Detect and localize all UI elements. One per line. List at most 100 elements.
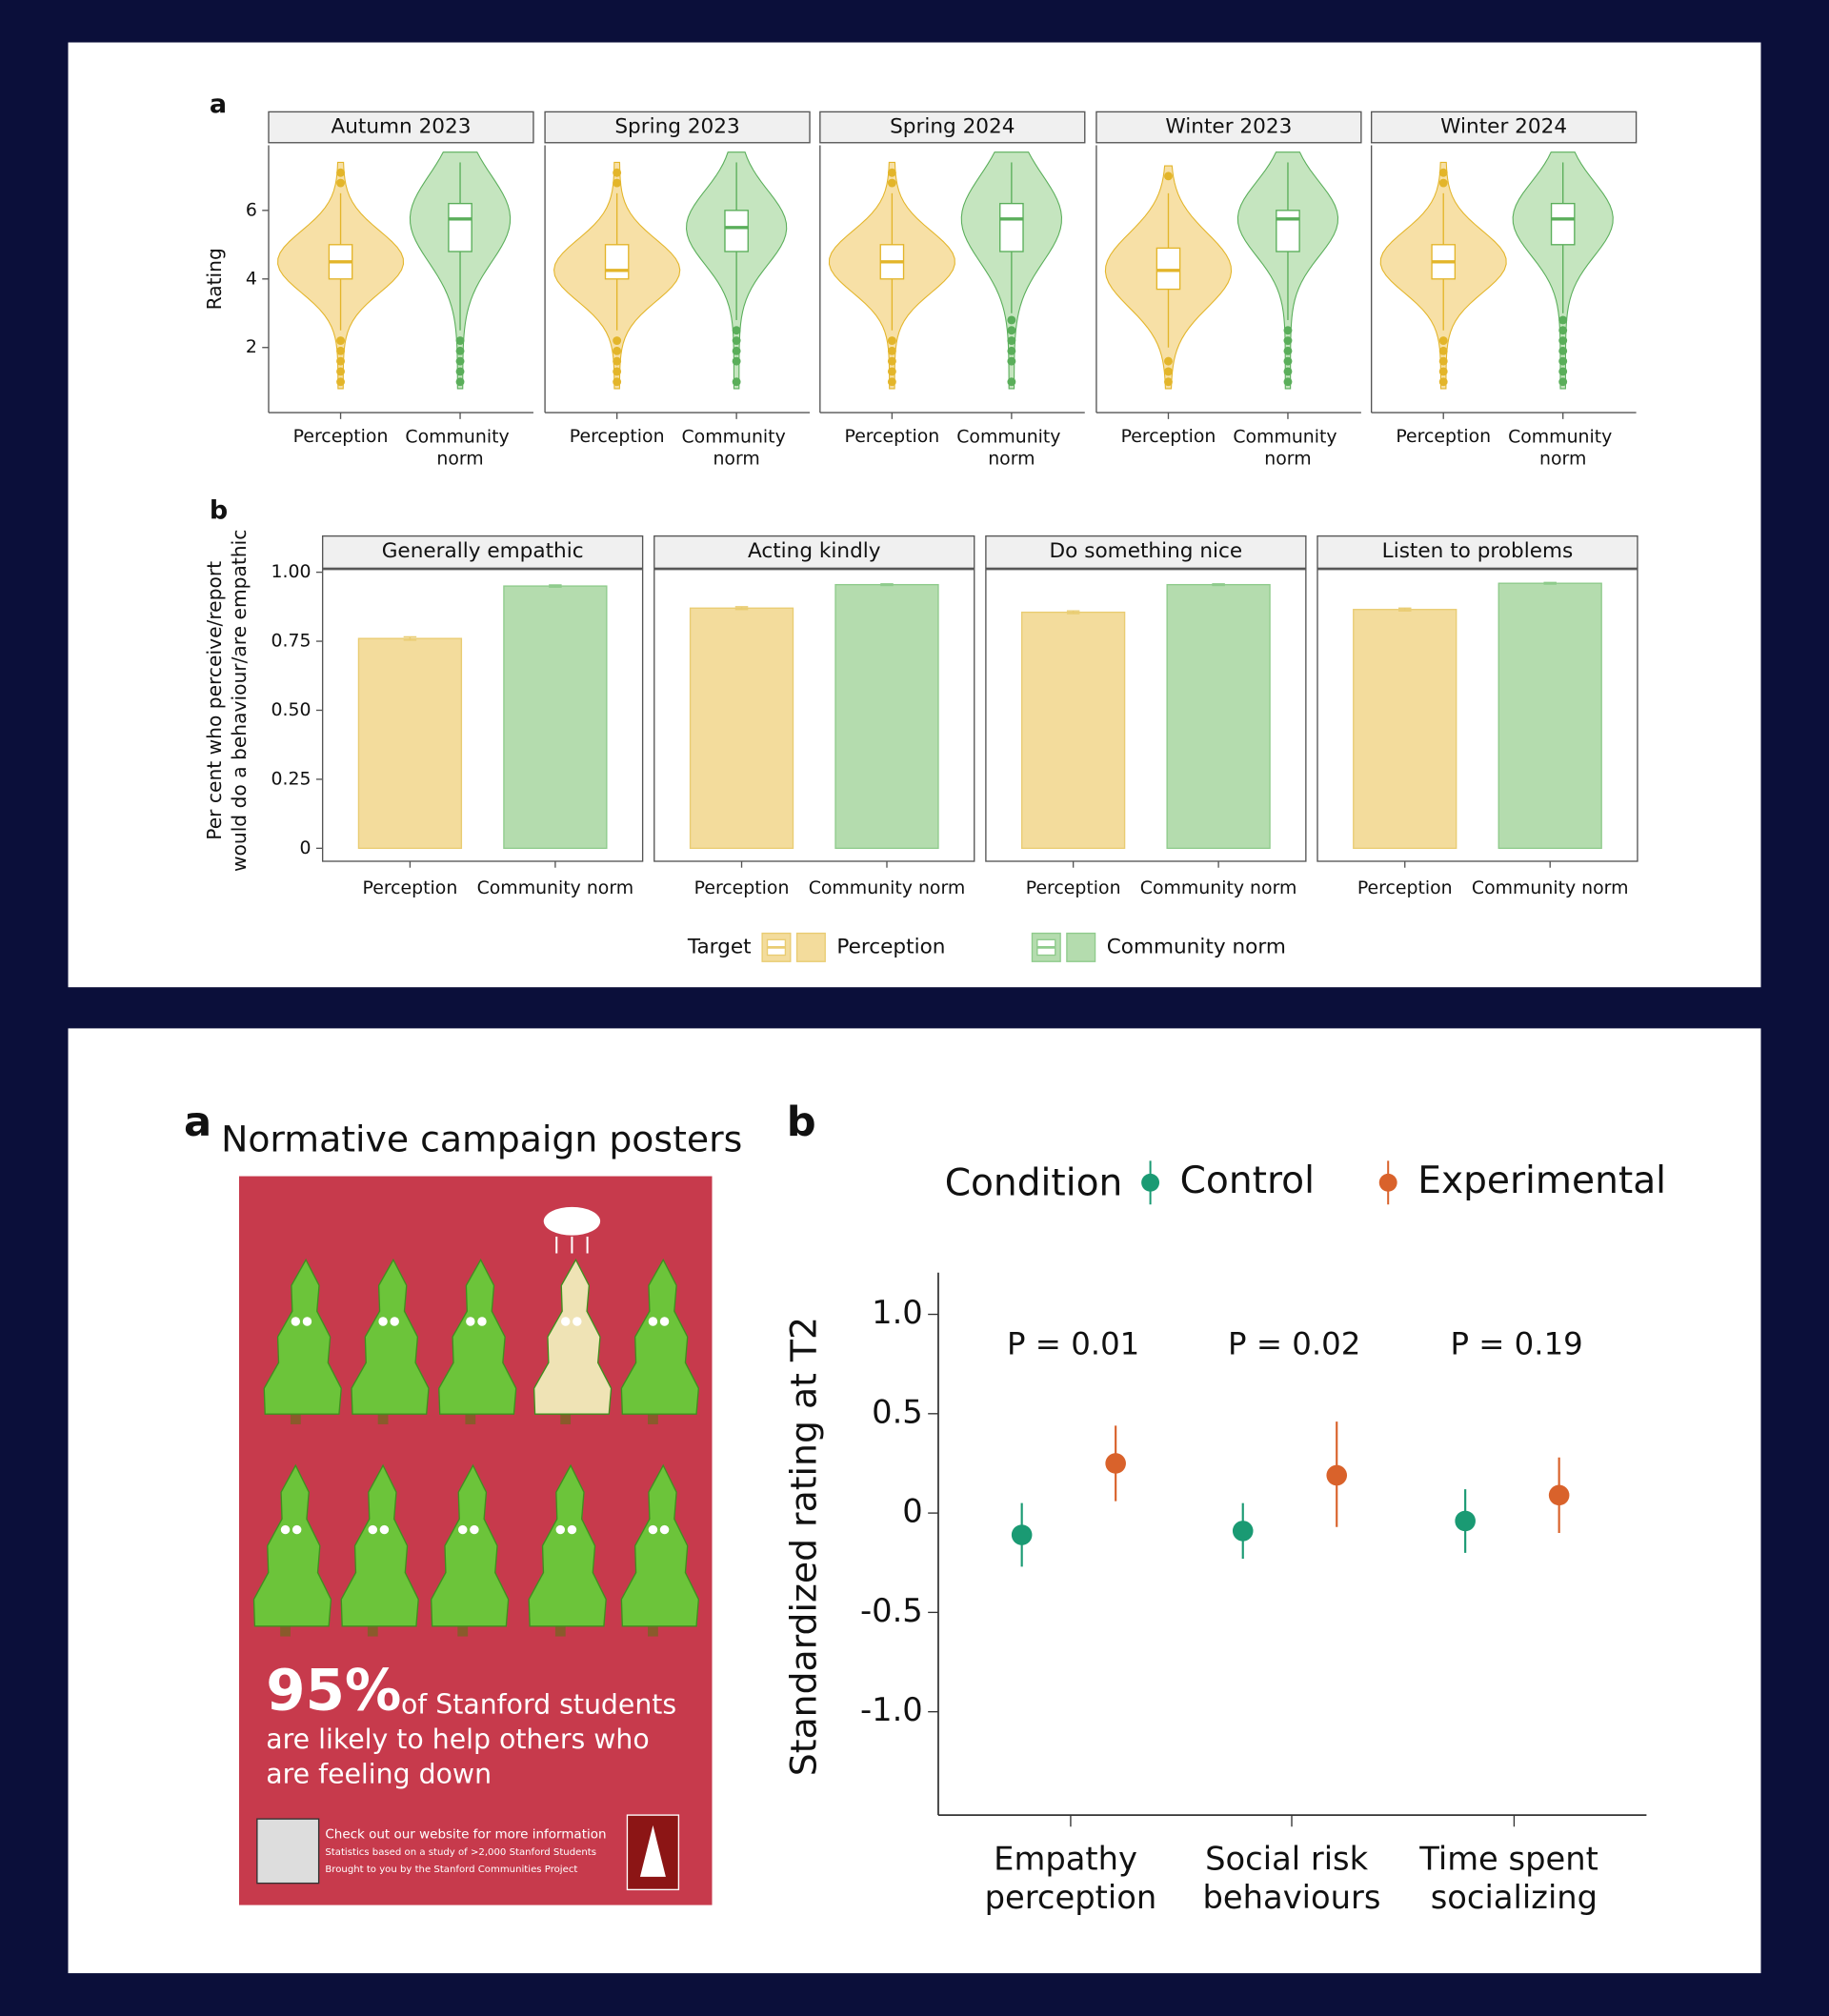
tree-eye xyxy=(368,1524,378,1535)
box xyxy=(1156,247,1181,291)
legend-title: Target xyxy=(687,935,752,958)
y-tick-label: 4 xyxy=(246,268,257,289)
tree xyxy=(438,1258,517,1415)
panel-label: b xyxy=(787,1099,816,1146)
outlier xyxy=(1164,171,1173,181)
outlier xyxy=(1558,367,1568,376)
outlier xyxy=(1007,336,1016,345)
outlier xyxy=(1558,336,1568,345)
outlier xyxy=(336,178,346,188)
outlier xyxy=(336,377,346,387)
x-tick-label: Community norm xyxy=(682,426,792,469)
outlier xyxy=(1438,346,1448,355)
tree-eye xyxy=(659,1524,670,1535)
legend-label: Experimental xyxy=(1417,1159,1666,1202)
y-axis-label: Per cent who perceive/report xyxy=(203,561,226,840)
x-tick-label: Perception xyxy=(293,426,389,447)
x-tick-label: Perception xyxy=(694,877,790,898)
tree-eye xyxy=(470,1524,479,1535)
tree-eye xyxy=(477,1317,487,1326)
plot-frame xyxy=(985,569,1307,862)
tree xyxy=(620,1463,700,1627)
poster-footer: Check out our website for more informati… xyxy=(325,1826,606,1842)
x-tick-label: Community norm xyxy=(477,877,634,898)
outlier xyxy=(1007,377,1016,387)
tree-eye xyxy=(555,1524,566,1535)
outlier xyxy=(887,367,896,376)
y-tick-label: -0.5 xyxy=(860,1592,923,1629)
x-tick-label: Social risk behaviours xyxy=(1203,1840,1381,1915)
outlier xyxy=(1164,367,1173,376)
outlier xyxy=(1283,326,1293,335)
panel-label: a xyxy=(184,1099,211,1146)
x-tick-label: Community norm xyxy=(405,426,514,469)
outlier xyxy=(1164,356,1173,366)
outlier xyxy=(887,356,896,366)
outlier xyxy=(1283,377,1293,387)
outlier xyxy=(887,178,896,188)
point xyxy=(1011,1524,1033,1545)
tree-eye xyxy=(458,1524,468,1535)
y-tick-label: 0 xyxy=(902,1493,922,1530)
tree-eye xyxy=(378,1317,388,1326)
strip xyxy=(653,534,975,570)
outlier xyxy=(336,346,346,355)
outlier xyxy=(1164,377,1173,387)
strip xyxy=(321,534,644,570)
outlier xyxy=(1283,336,1293,345)
legend-label: Perception xyxy=(836,935,945,958)
tree-trunk xyxy=(280,1621,291,1637)
panel-label: b xyxy=(210,495,228,525)
outlier xyxy=(455,346,465,355)
plot-frame xyxy=(653,569,975,862)
outlier xyxy=(1438,356,1448,366)
outlier xyxy=(613,178,622,188)
strip-title: Do something nice xyxy=(1050,539,1243,563)
outlier xyxy=(732,356,741,366)
bar xyxy=(1166,583,1271,850)
tree-eye xyxy=(648,1317,658,1326)
outlier xyxy=(455,367,465,376)
y-tick-label: 0.5 xyxy=(872,1393,923,1430)
annotation: P = 0.01 xyxy=(1007,1326,1139,1362)
y-axis-label: Standardized rating at T2 xyxy=(782,1317,824,1776)
x-tick-label: Community norm xyxy=(956,426,1066,469)
y-axis-label: would do a behaviour/are empathic xyxy=(228,530,251,872)
x-tick-label: Community norm xyxy=(809,877,966,898)
tree-eye xyxy=(573,1317,582,1326)
outlier xyxy=(1438,336,1448,345)
qr-code xyxy=(256,1818,320,1885)
outlier xyxy=(887,346,896,355)
poster-footer: Statistics based on a study of >2,000 St… xyxy=(325,1847,596,1858)
bar xyxy=(1020,611,1126,850)
tree xyxy=(252,1463,332,1627)
strip-title: Winter 2023 xyxy=(1165,115,1292,139)
y-tick-label: 0.75 xyxy=(271,631,311,652)
outlier xyxy=(613,336,622,345)
strip xyxy=(268,111,534,144)
poster-text: of Stanford students xyxy=(401,1688,676,1720)
outlier xyxy=(1438,377,1448,387)
tree-eye xyxy=(560,1317,571,1326)
tree xyxy=(430,1463,510,1627)
outlier xyxy=(1438,178,1448,188)
tree-eye xyxy=(466,1317,475,1326)
bar xyxy=(503,585,608,850)
poster-headline: 95% xyxy=(266,1657,401,1723)
tree-trunk xyxy=(465,1408,476,1424)
outlier xyxy=(1558,326,1568,335)
annotation: P = 0.19 xyxy=(1450,1326,1582,1362)
strip-title: Listen to problems xyxy=(1382,539,1574,563)
outlier xyxy=(1007,346,1016,355)
bar xyxy=(357,637,463,850)
tree-eye xyxy=(302,1317,312,1326)
tree-trunk xyxy=(560,1408,572,1424)
tree-eye xyxy=(567,1524,577,1535)
outlier xyxy=(613,168,622,177)
box xyxy=(1276,210,1300,252)
outlier xyxy=(1438,367,1448,376)
plot-frame xyxy=(321,569,644,862)
outlier xyxy=(336,356,346,366)
outlier xyxy=(1558,346,1568,355)
